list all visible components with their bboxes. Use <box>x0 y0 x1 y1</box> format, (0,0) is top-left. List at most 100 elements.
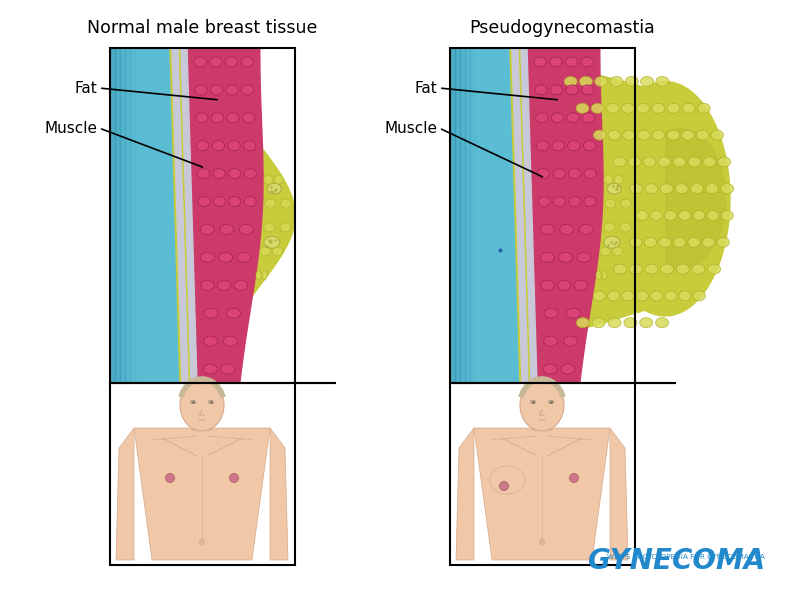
Ellipse shape <box>530 401 535 403</box>
Ellipse shape <box>243 141 256 151</box>
Ellipse shape <box>626 77 638 87</box>
Ellipse shape <box>595 77 608 87</box>
Ellipse shape <box>500 481 508 491</box>
Ellipse shape <box>717 237 730 247</box>
Ellipse shape <box>534 57 546 67</box>
Ellipse shape <box>538 168 550 178</box>
Ellipse shape <box>622 103 634 113</box>
Ellipse shape <box>241 57 253 67</box>
Ellipse shape <box>490 466 524 494</box>
Ellipse shape <box>553 197 566 207</box>
Ellipse shape <box>692 264 705 274</box>
Polygon shape <box>181 48 197 383</box>
Ellipse shape <box>535 85 547 95</box>
Ellipse shape <box>591 103 604 113</box>
Ellipse shape <box>213 197 226 207</box>
Ellipse shape <box>690 184 704 194</box>
Ellipse shape <box>211 112 224 123</box>
Polygon shape <box>110 48 180 383</box>
Ellipse shape <box>234 280 247 290</box>
Ellipse shape <box>568 168 581 178</box>
Polygon shape <box>270 428 288 560</box>
Polygon shape <box>456 428 474 560</box>
Ellipse shape <box>242 85 254 95</box>
Polygon shape <box>666 128 726 269</box>
Ellipse shape <box>718 157 730 167</box>
Ellipse shape <box>706 184 719 194</box>
Ellipse shape <box>230 474 238 482</box>
Ellipse shape <box>262 271 267 280</box>
Ellipse shape <box>544 336 558 346</box>
Text: GYNECOMA: GYNECOMA <box>588 547 765 575</box>
Polygon shape <box>610 428 628 560</box>
Ellipse shape <box>244 168 257 178</box>
Ellipse shape <box>549 57 562 67</box>
Ellipse shape <box>665 291 677 301</box>
Ellipse shape <box>604 223 615 232</box>
Ellipse shape <box>645 184 658 194</box>
Ellipse shape <box>220 224 234 234</box>
Ellipse shape <box>203 364 217 374</box>
Ellipse shape <box>268 183 281 194</box>
Ellipse shape <box>221 364 235 374</box>
Ellipse shape <box>608 130 621 140</box>
Polygon shape <box>115 48 120 383</box>
Ellipse shape <box>557 280 571 290</box>
Ellipse shape <box>703 157 715 167</box>
Ellipse shape <box>569 197 581 207</box>
Ellipse shape <box>604 175 612 184</box>
Ellipse shape <box>693 210 705 220</box>
Ellipse shape <box>256 271 261 280</box>
Ellipse shape <box>656 317 669 327</box>
Ellipse shape <box>219 252 233 262</box>
Ellipse shape <box>596 271 601 280</box>
Ellipse shape <box>244 197 256 207</box>
Ellipse shape <box>584 197 596 207</box>
Polygon shape <box>470 48 475 383</box>
Ellipse shape <box>190 401 195 403</box>
Ellipse shape <box>583 141 596 151</box>
Polygon shape <box>450 48 455 383</box>
Ellipse shape <box>227 112 239 123</box>
Ellipse shape <box>652 130 665 140</box>
Polygon shape <box>450 383 635 565</box>
Ellipse shape <box>577 252 591 262</box>
Polygon shape <box>120 48 125 383</box>
Ellipse shape <box>561 364 575 374</box>
Ellipse shape <box>602 271 608 280</box>
Ellipse shape <box>656 77 669 87</box>
Ellipse shape <box>667 103 680 113</box>
Ellipse shape <box>613 157 626 167</box>
Ellipse shape <box>622 291 634 301</box>
Ellipse shape <box>567 308 581 318</box>
Ellipse shape <box>592 317 605 327</box>
Ellipse shape <box>620 199 631 208</box>
Ellipse shape <box>520 379 564 431</box>
Ellipse shape <box>239 224 253 234</box>
Ellipse shape <box>628 157 641 167</box>
Ellipse shape <box>540 538 545 545</box>
Ellipse shape <box>650 291 663 301</box>
Ellipse shape <box>708 264 721 274</box>
Ellipse shape <box>212 141 224 151</box>
Polygon shape <box>460 48 465 383</box>
Polygon shape <box>110 383 295 565</box>
Ellipse shape <box>260 247 271 256</box>
Ellipse shape <box>551 112 563 123</box>
Text: Normal male breast tissue: Normal male breast tissue <box>87 19 318 37</box>
Ellipse shape <box>574 280 587 290</box>
Polygon shape <box>521 48 537 383</box>
Ellipse shape <box>673 157 685 167</box>
Polygon shape <box>125 48 130 383</box>
Ellipse shape <box>553 168 565 178</box>
Ellipse shape <box>204 308 218 318</box>
Ellipse shape <box>697 103 710 113</box>
Text: WEB'S ENCYCLOPEDIA FOR GYNECOMASTIA: WEB'S ENCYCLOPEDIA FOR GYNECOMASTIA <box>607 554 765 560</box>
Polygon shape <box>110 48 115 383</box>
Ellipse shape <box>564 77 577 87</box>
Ellipse shape <box>541 252 554 262</box>
Ellipse shape <box>630 184 643 194</box>
Ellipse shape <box>209 401 213 403</box>
Ellipse shape <box>664 210 677 220</box>
Polygon shape <box>530 401 554 430</box>
